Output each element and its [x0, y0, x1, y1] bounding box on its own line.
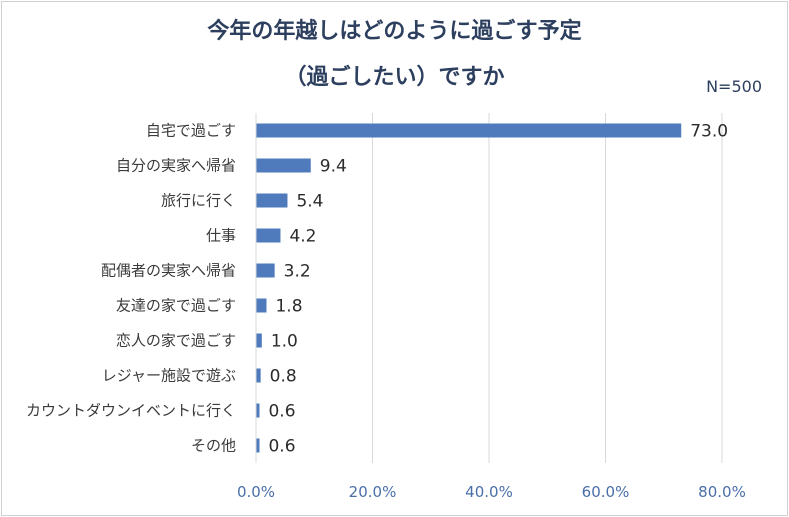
- data-label: 0.6: [268, 437, 295, 457]
- x-tick-label: 80.0%: [698, 483, 746, 501]
- data-label: 0.6: [268, 402, 295, 422]
- bar: [256, 123, 682, 138]
- bar: [256, 333, 262, 348]
- category-label: レジャー施設で遊ぶ: [102, 367, 236, 385]
- sample-size-note: N=500: [706, 77, 762, 96]
- data-label: 73.0: [690, 122, 728, 142]
- bar: [256, 298, 267, 313]
- category-label: 仕事: [206, 227, 236, 245]
- data-label: 0.8: [270, 367, 297, 387]
- category-label: 自分の実家へ帰省: [116, 157, 236, 175]
- bar: [256, 403, 260, 418]
- data-label: 4.2: [289, 227, 316, 247]
- chart-subtitle: （過ごしたい）ですか: [284, 65, 505, 90]
- bar: [256, 228, 281, 243]
- data-label: 1.0: [271, 332, 298, 352]
- category-label: 友達の家で過ごす: [116, 297, 236, 315]
- x-tick-label: 20.0%: [349, 483, 397, 501]
- data-label: 1.8: [275, 297, 302, 317]
- bar: [256, 158, 311, 173]
- chart-title: 今年の年越しはどのように過ごす予定: [207, 19, 582, 44]
- bar: [256, 438, 260, 453]
- x-tick-label: 60.0%: [582, 483, 630, 501]
- category-label: 配偶者の実家へ帰省: [101, 262, 236, 280]
- category-label: カウントダウンイベントに行く: [26, 402, 236, 420]
- bar: [256, 193, 288, 208]
- x-tick-label: 40.0%: [465, 483, 513, 501]
- category-label: その他: [191, 437, 236, 455]
- category-label: 旅行に行く: [161, 192, 236, 210]
- data-label: 5.4: [296, 192, 323, 212]
- category-label: 自宅で過ごす: [146, 122, 236, 140]
- category-label: 恋人の家で過ごす: [116, 332, 236, 350]
- x-tick-label: 0.0%: [237, 483, 275, 501]
- bar: [256, 368, 261, 383]
- data-label: 9.4: [320, 157, 347, 177]
- data-label: 3.2: [284, 262, 311, 282]
- bar: [256, 263, 275, 278]
